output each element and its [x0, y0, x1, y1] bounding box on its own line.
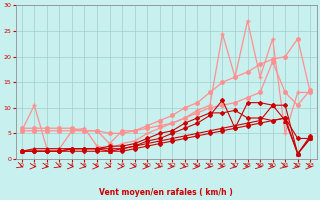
X-axis label: Vent moyen/en rafales ( km/h ): Vent moyen/en rafales ( km/h )	[99, 188, 233, 197]
